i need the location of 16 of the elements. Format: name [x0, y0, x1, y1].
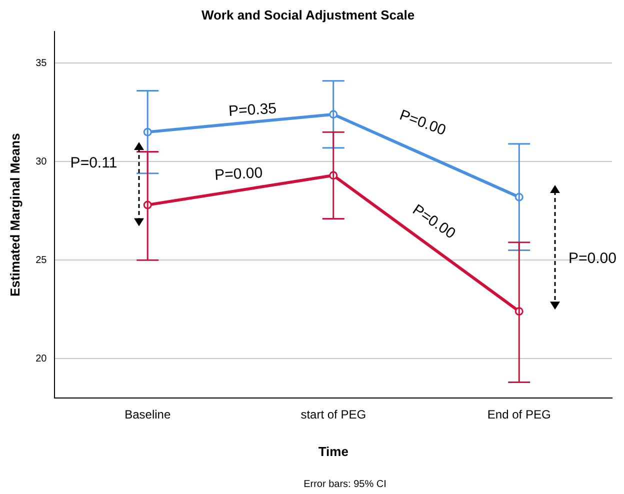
- annotation: P=0.11: [70, 154, 118, 172]
- text: Error bars: 95% CI: [304, 478, 386, 490]
- chart-title: Work and Social Adjustment Scale: [201, 7, 415, 22]
- y-axis-title: Estimated Marginal Means: [7, 133, 22, 296]
- y-tick-label: 20: [36, 353, 48, 364]
- annotation: P=0.00: [397, 106, 448, 140]
- y-tick-label: 25: [36, 254, 48, 266]
- x-tick-label: End of PEG: [487, 408, 551, 422]
- x-axis-title: Time: [318, 444, 348, 459]
- x-tick-label: start of PEG: [300, 408, 366, 422]
- x-tick-label: Baseline: [124, 408, 171, 422]
- y-tick-label: 35: [36, 58, 48, 69]
- annotation: P=0.00: [568, 250, 616, 267]
- annotation: P=0.35: [228, 100, 277, 120]
- y-tick-label: 30: [36, 156, 48, 168]
- annotation: P=0.00: [214, 164, 263, 184]
